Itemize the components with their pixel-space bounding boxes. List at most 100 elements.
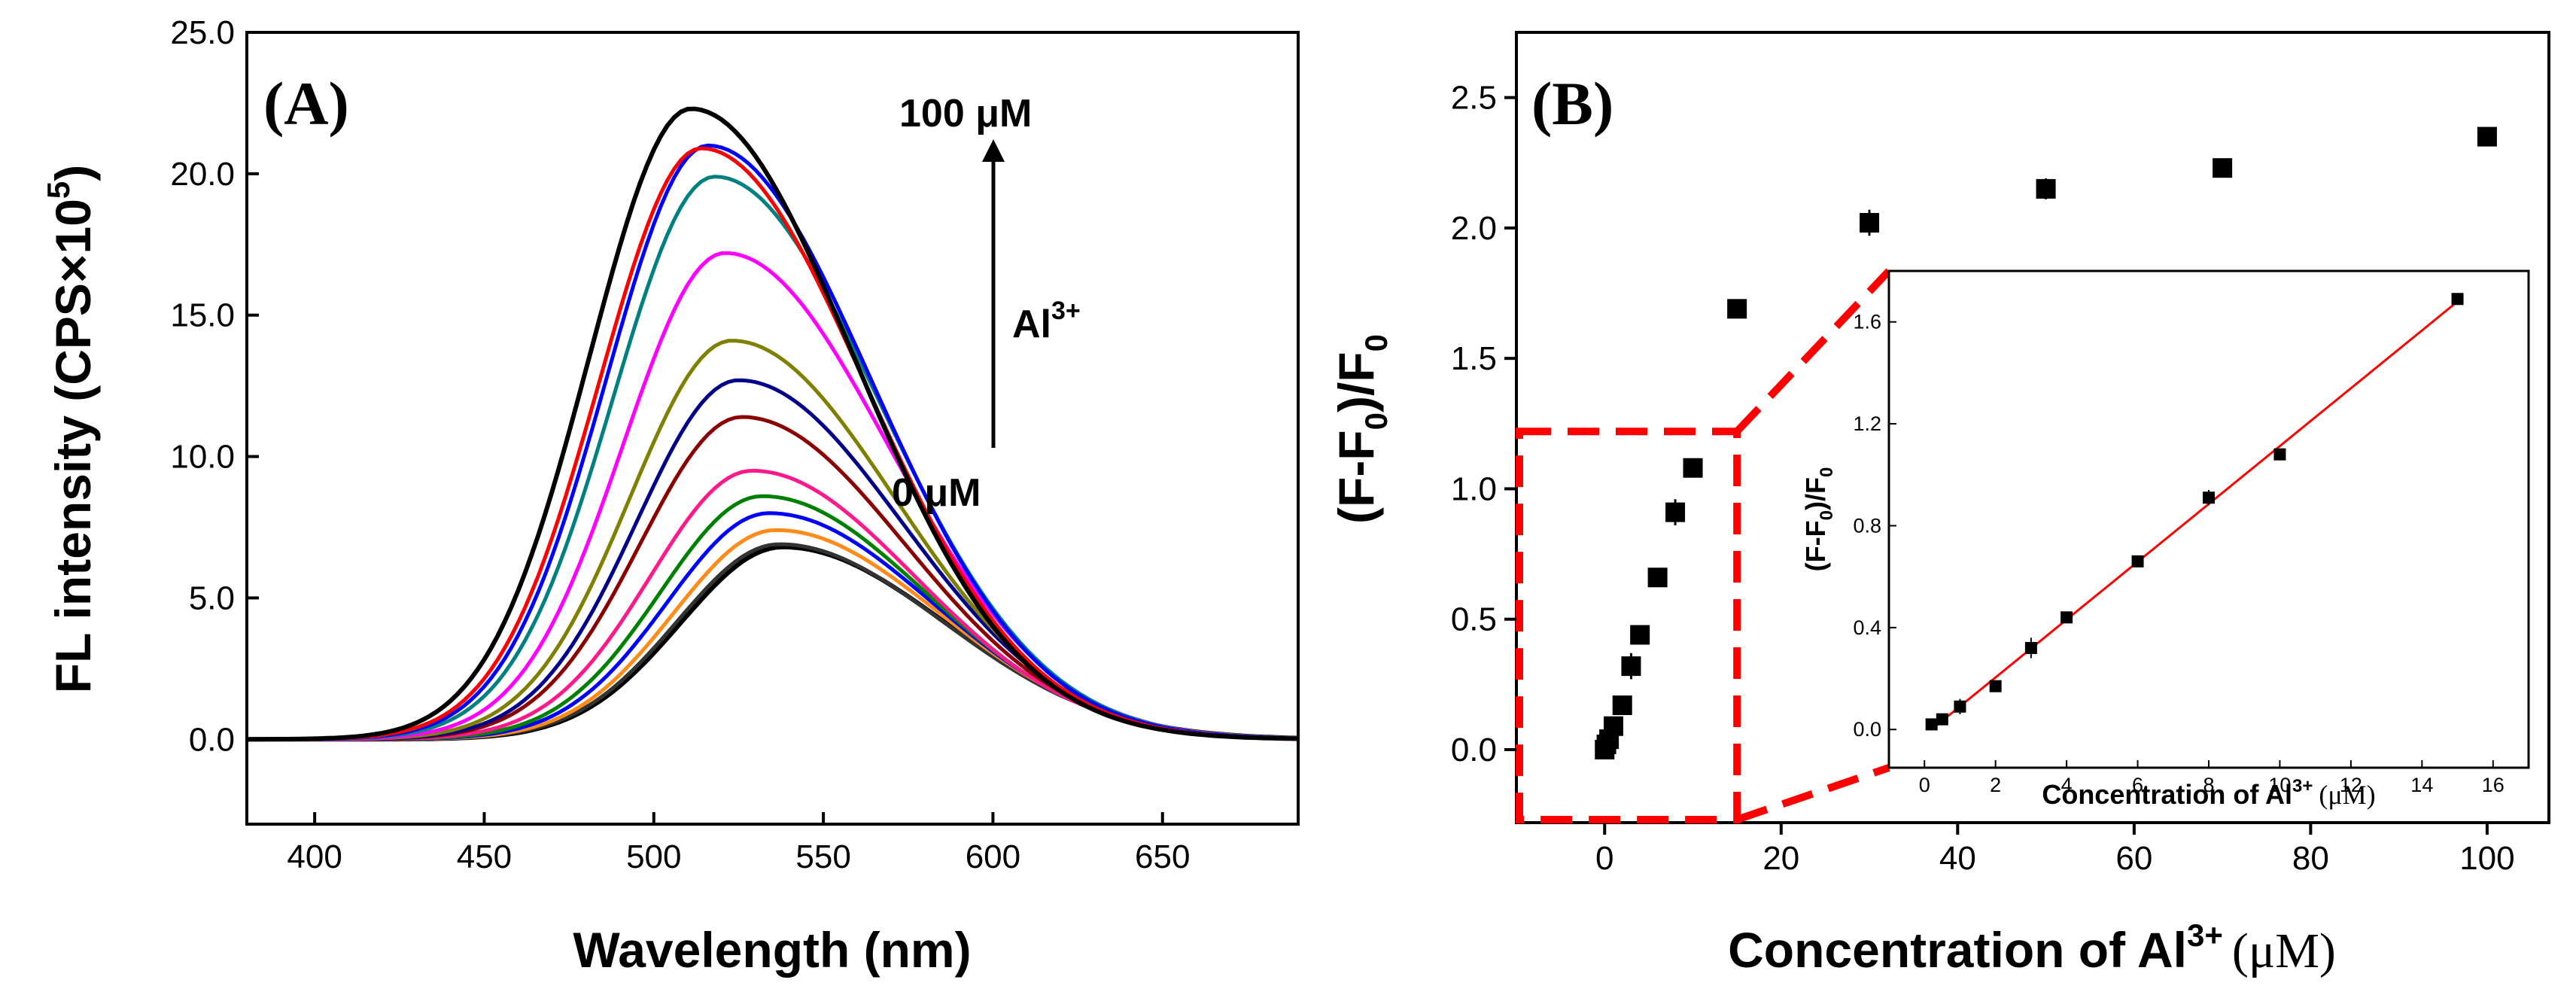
zoom-connector-top [1734,268,1892,434]
panel-a-annotation-top: 100 μM [899,92,1032,135]
panel-b-x-tick-label: 60 [2115,840,2152,877]
inset-y-ticks: 0.0 0.4 0.8 1.2 1.6 [1853,311,1896,741]
panel-a-label: (A) [263,69,349,138]
panel-a-curve [247,415,1299,741]
panel-b-y-tick-label: 1.5 [1451,340,1497,377]
panel-a-x-tick-label: 650 [1135,838,1190,875]
panel-a-y-tick-label: 20.0 [170,156,235,193]
inset-x-ticks: 0 2 4 6 8 10 12 14 16 [1919,760,2505,796]
panel-a-x-tick-label: 500 [626,838,681,875]
panel-b-x-tick-label: 40 [1939,840,1976,877]
panel-b-point [1647,567,1668,588]
panel-a-y-tick-label: 0.0 [189,721,235,758]
panel-b-y-tick-label: 0.0 [1451,732,1497,768]
inset-x-tick-label: 14 [2410,774,2433,796]
inset-x-tick-label: 8 [2203,774,2214,796]
inset-point [2203,491,2215,504]
panel-b-point [1603,716,1623,736]
inset-x-axis-title: Concentration of Al3+ (μM) [2042,776,2375,810]
panel-a-x-tick-label: 550 [795,838,850,875]
inset-x-tick-label: 16 [2482,774,2505,796]
inset-point [2273,448,2286,461]
inset-y-tick-label: 1.6 [1853,311,1881,333]
panel-a-curve [247,468,1299,741]
zoom-box-rect [1516,428,1741,823]
panel-a-curve [247,494,1299,741]
panel-b-x-tick-label: 0 [1595,840,1613,877]
panel-b-point [1630,625,1650,645]
inset-point [1925,718,1938,731]
panel-a-annotation-middle: Al3+ [1012,297,1081,346]
panel-b-point [2036,178,2056,199]
panel-a-curves [246,106,1299,742]
panel-b-x-tick-label: 100 [2459,840,2514,877]
inset-fit-line [1930,300,2459,731]
panel-b-y-tick-label: 0.5 [1451,601,1497,638]
zoom-connector-bottom [1735,764,1890,823]
inset-x-tick-label: 4 [2061,774,2073,796]
panel-b-x-tick-label: 80 [2292,840,2329,877]
panel-a-curve [247,542,1299,741]
panel-a-curve [247,544,1299,742]
panel-b-zoom-box [1516,268,1892,823]
panel-a-curve [247,339,1299,741]
inset-x-tick-label: 2 [1990,774,2001,796]
panel-a-curve [246,143,1299,741]
panel-b: 0 20 40 60 80 100 0.00.51.01.52.02.5 (B) Conc… [1328,31,2550,978]
panel-a-y-tick-label: 10.0 [170,439,235,476]
inset-point [2060,611,2073,624]
inset-y-axis-title: (F-F0)/F0 [1800,467,1837,572]
inset-point [2131,555,2144,567]
panel-b-point [1860,212,1880,233]
panel-b-point [1727,299,1747,319]
panel-b-point [1612,695,1632,716]
panel-a-y-tick-label: 25.0 [170,14,235,51]
panel-b-inset: 0 2 4 6 8 10 12 14 16 0.0 0.4 0.8 1.2 1.6 Concentrat… [1800,269,2530,810]
inset-x-tick-label: 6 [2132,774,2143,796]
panel-b-label: (B) [1531,69,1613,138]
panel-a-y-tick-label: 15.0 [170,297,235,334]
panel-a-x-tick-label: 400 [287,838,342,875]
panel-b-point [1621,656,1641,677]
panel-b-x-ticks: 0 20 40 60 80 100 [1595,823,2515,877]
panel-a-y-tick-label: 5.0 [189,580,235,616]
panel-a-y-axis-title: FL intensity (CPS×105) [41,165,101,693]
panel-a-curve [247,175,1299,741]
panel-a-plot-frame [245,31,1300,826]
panel-a-curve [247,378,1299,741]
panel-a-curve [247,106,1299,742]
panel-b-y-tick-label: 2.0 [1451,210,1497,247]
panel-a-curve [247,528,1299,741]
panel-b-point [1683,458,1703,478]
inset-y-tick-label: 0.8 [1853,514,1881,537]
panel-a-x-tick-label: 600 [966,838,1020,875]
panel-b-point [2477,126,2497,147]
inset-point [1989,680,2002,692]
panel-a-annotation-bottom: 0 μM [892,471,981,515]
panel-b-point [2213,158,2233,178]
inset-point [1954,700,1966,713]
panel-b-x-axis-title: Concentration of Al3+ (μM) [1728,917,2336,978]
inset-point [1936,713,1948,726]
panel-b-x-tick-label: 20 [1762,840,1799,877]
inset-y-tick-label: 0.0 [1853,718,1881,741]
panel-b-point [1665,502,1686,522]
panel-b-y-ticks: 0.0 0.5 1.0 1.5 2.0 2.5 [1451,80,1516,768]
inset-y-tick-label: 1.2 [1853,412,1881,435]
panel-a-x-ticks: 400 450 500 550 600 650 [287,812,1190,875]
inset-y-tick-label: 0.4 [1853,616,1881,639]
inset-points [1925,293,2464,731]
inset-x-tick-label: 0 [1919,774,1930,796]
panel-a: 400 450 500 550 600 650 0.0 5.0 10.0 15.0 20.0 25.… [41,14,1300,978]
inset-frame [1887,269,2530,769]
panel-a-curve [247,146,1299,741]
inset-point [2024,641,2037,654]
panel-a-x-axis-title: Wavelength (nm) [573,922,971,978]
panel-b-points [1595,126,2497,759]
panel-b-y-tick-label: 1.0 [1451,470,1497,507]
inset-x-tick-label: 12 [2340,774,2362,796]
inset-x-tick-label: 10 [2268,774,2291,796]
panel-a-x-tick-label: 450 [457,838,512,875]
inset-point [2451,293,2464,306]
